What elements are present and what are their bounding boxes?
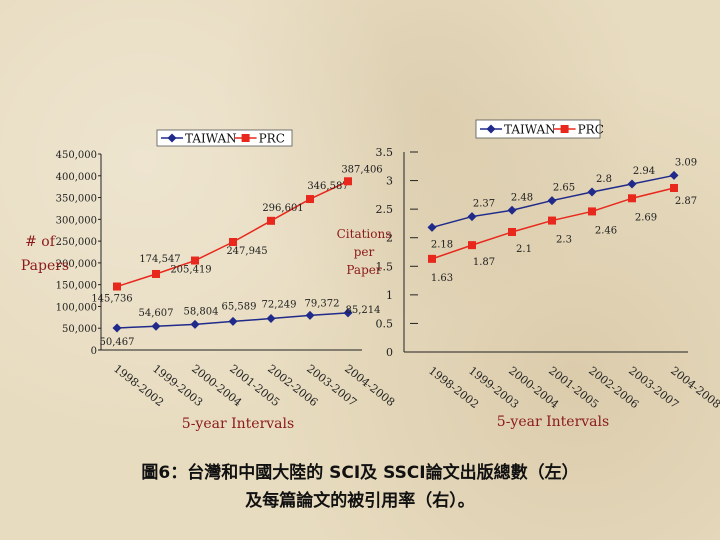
chart1-data-label-prc: 174,547 — [139, 254, 180, 265]
figure-caption-line-2: 及每篇論文的被引用率（右）。 — [245, 491, 475, 511]
chart1-legend-label-prc: PRC — [259, 132, 285, 146]
chart1-data-label-taiwan: 58,804 — [184, 306, 219, 317]
chart2-point-prc — [670, 184, 678, 192]
chart1-legend-box — [156, 129, 293, 147]
chart2-data-label-prc: 2.69 — [635, 212, 657, 223]
chart2-data-label-taiwan: 2.48 — [511, 192, 533, 203]
chart1-legend-marker-prc — [241, 134, 250, 142]
chart2-y-tick-label: 3 — [386, 175, 393, 188]
chart2-data-label-prc: 2.1 — [516, 244, 532, 255]
chart2-y-axis-label: Paper — [346, 263, 381, 277]
chart1-data-label-taiwan: 54,607 — [139, 308, 174, 319]
chart1-point-taiwan — [266, 314, 276, 324]
chart1-y-tick-label: 350,000 — [56, 194, 97, 205]
chart2-data-label-prc: 2.3 — [556, 235, 572, 246]
chart1-data-label-taiwan: 65,589 — [222, 301, 257, 312]
chart1-data-label-taiwan: 85,214 — [346, 305, 381, 316]
chart1-data-label-prc: 247,945 — [226, 246, 267, 257]
chart1-y-tick-label: 0 — [91, 346, 97, 357]
chart1-legend-marker-taiwan — [167, 133, 177, 143]
chart1-point-taiwan — [228, 316, 238, 326]
chart1-point-prc — [152, 269, 160, 278]
chart2-y-tick-label: 1.5 — [376, 260, 394, 273]
chart2-point-prc — [428, 254, 436, 263]
chart1-point-taiwan — [343, 308, 353, 318]
chart1-data-label-prc: 387,406 — [341, 164, 382, 175]
chart2-point-taiwan — [507, 205, 517, 215]
chart2-legend-marker-taiwan — [486, 124, 496, 134]
chart2-data-label-taiwan: 2.94 — [633, 166, 655, 177]
chart2-point-prc — [468, 241, 476, 250]
chart2-data-label-taiwan: 2.37 — [473, 199, 495, 210]
chart1-y-axis-label: Papers — [21, 258, 69, 274]
chart1-y-tick-label: 400,000 — [56, 172, 97, 183]
chart1-data-label-prc: 205,419 — [170, 265, 211, 276]
chart2-legend-marker-prc — [560, 125, 569, 133]
chart2-point-taiwan — [627, 179, 637, 189]
chart2-data-label-prc: 2.46 — [595, 225, 617, 236]
chart1-data-label-prc: 346,587 — [307, 181, 348, 192]
chart1-data-label-taiwan: 50,467 — [100, 337, 135, 348]
chart1-data-label-taiwan: 79,372 — [305, 298, 340, 309]
chart2-point-taiwan — [587, 187, 597, 197]
chart1-legend-label-taiwan: TAIWAN — [185, 132, 237, 146]
chart1-y-tick-label: 150,000 — [56, 281, 97, 292]
chart1-point-taiwan — [190, 319, 200, 329]
chart2-legend-label-prc: PRC — [578, 123, 604, 137]
chart1-point-prc — [306, 195, 314, 204]
chart1-y-axis-label: # of — [25, 234, 57, 250]
chart1-point-prc — [191, 256, 199, 265]
chart2-point-prc — [588, 207, 596, 216]
chart2-legend-box — [475, 119, 601, 139]
chart2-y-axis-label: Citations — [337, 227, 392, 241]
chart1-y-tick-label: 50,000 — [62, 324, 97, 335]
chart1-point-taiwan — [112, 323, 122, 333]
chart2-point-prc — [628, 194, 636, 203]
chart2-point-taiwan — [467, 212, 477, 222]
chart2-data-label-prc: 1.87 — [473, 257, 495, 268]
chart2-data-label-taiwan: 2.8 — [596, 174, 612, 185]
chart2-point-taiwan — [669, 170, 679, 180]
chart1-point-prc — [344, 177, 352, 186]
chart2-legend-label-taiwan: TAIWAN — [504, 123, 556, 137]
chart2-data-label-taiwan: 2.65 — [553, 183, 575, 194]
chart1-data-label-taiwan: 72,249 — [262, 300, 297, 311]
chart2-data-label-taiwan: 3.09 — [675, 157, 697, 168]
chart1-point-taiwan — [151, 321, 161, 331]
chart2-y-tick-label: 2.5 — [376, 203, 394, 216]
chart1-y-tick-label: 300,000 — [56, 215, 97, 226]
chart1-point-prc — [113, 282, 121, 291]
chart2-y-axis-label: per — [354, 245, 375, 259]
chart1-y-tick-label: 450,000 — [56, 150, 97, 161]
chart1-x-axis-label: 5-year Intervals — [182, 416, 294, 432]
chart1-y-tick-label: 200,000 — [56, 259, 97, 270]
chart2-y-tick-label: 0 — [386, 346, 393, 359]
chart2-point-prc — [548, 216, 556, 225]
chart1-point-prc — [229, 238, 237, 247]
chart2-x-axis-label: 5-year Intervals — [497, 414, 609, 430]
chart2-point-taiwan — [427, 222, 437, 232]
chart2-data-label-prc: 1.63 — [431, 273, 453, 284]
chart2-y-tick-label: 1 — [386, 289, 393, 302]
chart1-point-prc — [267, 216, 275, 225]
chart2-point-taiwan — [547, 196, 557, 206]
chart2-data-label-prc: 2.87 — [675, 196, 697, 207]
chart2-data-label-taiwan: 2.18 — [431, 239, 453, 250]
figure-caption-line-1: 圖6：台灣和中國大陸的 SCI及 SSCI論文出版總數（左） — [141, 463, 579, 483]
chart2-y-tick-label: 2 — [386, 232, 393, 245]
chart2-y-tick-label: 0.5 — [376, 317, 394, 330]
chart2-y-tick-label: 3.5 — [376, 146, 394, 159]
chart1-point-taiwan — [305, 310, 315, 320]
chart1-y-tick-label: 250,000 — [56, 237, 97, 248]
chart2-point-prc — [508, 228, 516, 236]
chart1-data-label-prc: 145,736 — [91, 294, 132, 305]
chart1-data-label-prc: 296,601 — [262, 203, 303, 214]
chart1-y-tick-label: 100,000 — [56, 302, 97, 313]
